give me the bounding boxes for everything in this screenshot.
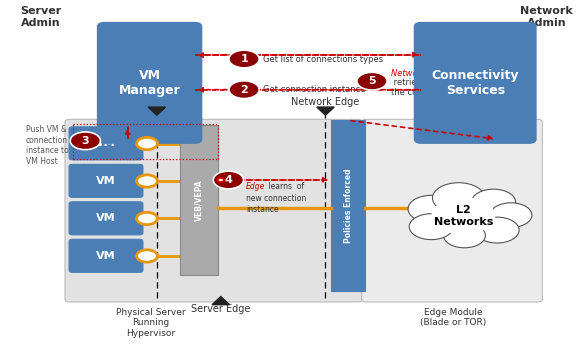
- Text: Network Edge: Network Edge: [291, 97, 360, 107]
- Text: Get list of connections types: Get list of connections types: [263, 55, 383, 63]
- FancyBboxPatch shape: [362, 119, 542, 302]
- Text: instance: instance: [246, 205, 278, 214]
- Circle shape: [70, 132, 100, 150]
- FancyBboxPatch shape: [69, 202, 143, 235]
- Polygon shape: [212, 296, 230, 305]
- Text: Server
Admin: Server Admin: [20, 6, 61, 28]
- Circle shape: [409, 214, 453, 240]
- FancyBboxPatch shape: [331, 120, 365, 291]
- Circle shape: [217, 178, 224, 182]
- Text: the connection profile: the connection profile: [390, 88, 483, 97]
- Circle shape: [433, 183, 485, 213]
- Text: Connectivity
Services: Connectivity Services: [431, 69, 519, 97]
- Text: VM
Manager: VM Manager: [119, 69, 180, 97]
- Text: Physical Server
Running
Hypervisor: Physical Server Running Hypervisor: [116, 308, 186, 338]
- Text: 3: 3: [82, 136, 89, 146]
- Circle shape: [408, 195, 454, 223]
- Text: VM: VM: [96, 213, 116, 223]
- Text: learns  of: learns of: [266, 182, 304, 191]
- Text: 2: 2: [240, 85, 248, 95]
- Circle shape: [213, 171, 244, 189]
- FancyBboxPatch shape: [414, 23, 536, 143]
- Polygon shape: [148, 107, 166, 115]
- FancyBboxPatch shape: [69, 164, 143, 197]
- Circle shape: [431, 197, 495, 235]
- Text: Edge: Edge: [246, 182, 265, 191]
- Circle shape: [229, 50, 259, 68]
- Text: Get connection instance: Get connection instance: [263, 85, 365, 94]
- Text: VM: VM: [96, 251, 116, 261]
- FancyBboxPatch shape: [65, 119, 362, 302]
- Text: VEB/VEPA: VEB/VEPA: [194, 180, 204, 221]
- Text: VM: VM: [96, 176, 116, 186]
- Text: 4: 4: [224, 175, 232, 185]
- Text: VM: VM: [96, 139, 116, 148]
- FancyBboxPatch shape: [97, 23, 201, 143]
- Text: Push VM &
connection
instance to
VM Host: Push VM & connection instance to VM Host: [26, 126, 69, 166]
- Text: Network Edge: Network Edge: [390, 69, 450, 78]
- Text: 5: 5: [368, 76, 376, 86]
- Circle shape: [137, 175, 157, 187]
- Text: retrieves: retrieves: [390, 78, 431, 87]
- FancyBboxPatch shape: [69, 127, 143, 160]
- Text: 1: 1: [240, 54, 248, 64]
- Circle shape: [357, 72, 387, 90]
- Text: Edge Module
(Blade or TOR): Edge Module (Blade or TOR): [420, 308, 487, 327]
- Text: new connection: new connection: [246, 193, 306, 203]
- FancyBboxPatch shape: [69, 239, 143, 272]
- Circle shape: [444, 223, 485, 248]
- Circle shape: [229, 81, 259, 98]
- Circle shape: [475, 217, 519, 243]
- Text: VM Edge: VM Edge: [136, 97, 178, 107]
- Circle shape: [471, 189, 515, 215]
- Polygon shape: [317, 107, 334, 115]
- Circle shape: [137, 137, 157, 150]
- Text: Network
Admin: Network Admin: [520, 6, 573, 28]
- FancyBboxPatch shape: [180, 126, 218, 275]
- Text: Policies Enforced: Policies Enforced: [343, 168, 353, 243]
- Text: Server Edge: Server Edge: [191, 304, 251, 314]
- Circle shape: [490, 203, 532, 227]
- Circle shape: [137, 212, 157, 224]
- Circle shape: [137, 250, 157, 262]
- Text: L2
Networks: L2 Networks: [434, 205, 493, 227]
